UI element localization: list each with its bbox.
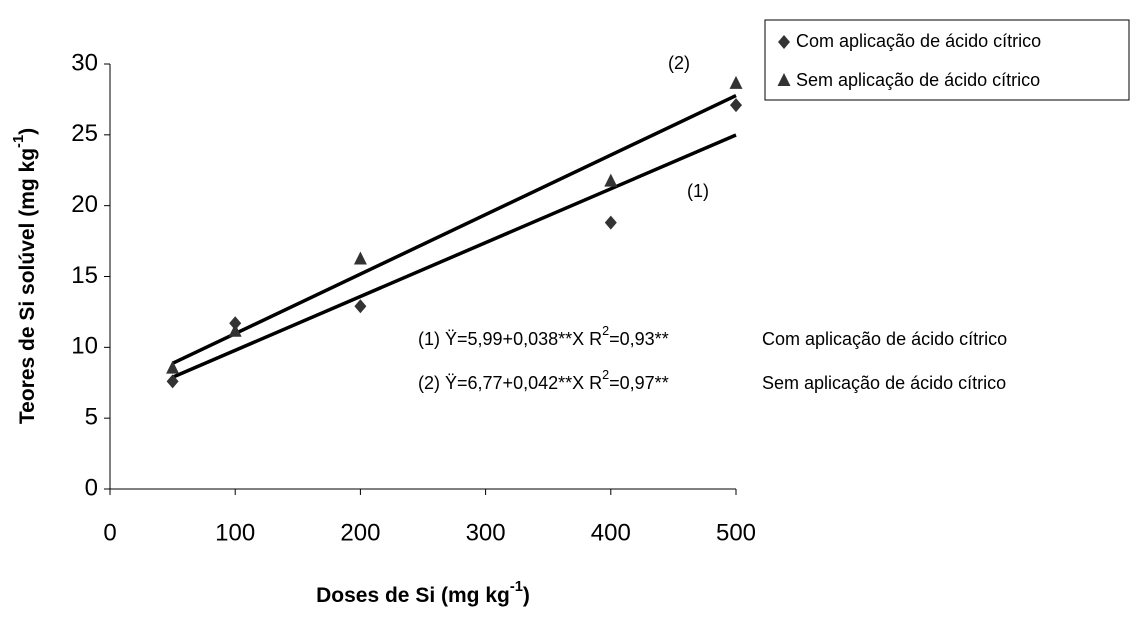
- legend-box: [764, 19, 1130, 101]
- x-axis-title-sup: -1: [510, 579, 523, 595]
- x-axis-title: Doses de Si (mg kg-1): [316, 579, 530, 607]
- trend-line: [171, 94, 737, 365]
- diamond-marker: [604, 215, 617, 230]
- legend-marker: [777, 73, 791, 86]
- x-tick-label: 500: [716, 519, 756, 546]
- y-tick-label: 0: [85, 474, 98, 501]
- y-tick-label: 25: [71, 120, 98, 147]
- y-tick-label: 15: [71, 262, 98, 289]
- equation-text: (1) Ÿ=5,99+0,038**X R: [418, 329, 602, 349]
- x-tick-label: 0: [103, 519, 116, 546]
- diamond-marker: [166, 374, 179, 389]
- diamond-marker: [229, 316, 242, 331]
- equation-text: (2) Ÿ=6,77+0,042**X R: [418, 373, 602, 393]
- trend-label: (1): [687, 181, 709, 201]
- x-tick-label: 200: [340, 519, 380, 546]
- triangle-marker: [353, 251, 367, 265]
- equation-end: =0,97**: [609, 373, 669, 393]
- equation-end: =0,93**: [609, 329, 669, 349]
- y-tick-label: 5: [85, 404, 98, 431]
- equation-description: Sem aplicação de ácido cítrico: [762, 373, 1006, 393]
- y-axis-title-text: Teores de Si solúvel (mg kg: [16, 148, 39, 424]
- triangle-marker: [729, 75, 743, 89]
- triangle-marker: [228, 323, 242, 337]
- legend-label: Sem aplicação de ácido cítrico: [796, 70, 1040, 90]
- triangle-marker: [166, 360, 180, 374]
- legend-label: Com aplicação de ácido cítrico: [796, 31, 1041, 51]
- equation-sup: 2: [602, 324, 609, 338]
- legend-marker: [778, 35, 790, 49]
- y-axis-title-sup: -1: [11, 135, 27, 148]
- triangle-marker: [604, 173, 618, 187]
- equation-description: Com aplicação de ácido cítrico: [762, 329, 1007, 349]
- y-tick-label: 30: [71, 49, 98, 76]
- y-tick-label: 20: [71, 191, 98, 218]
- x-tick-label: 400: [591, 519, 631, 546]
- trend-line: [171, 133, 737, 379]
- trend-label: (2): [668, 53, 690, 73]
- y-axis-title: Teores de Si solúvel (mg kg-1): [11, 128, 39, 424]
- diamond-marker: [730, 98, 742, 113]
- y-axis-title-end: ): [16, 128, 39, 135]
- x-axis-title-text: Doses de Si (mg kg: [316, 584, 510, 607]
- equation-sup: 2: [602, 368, 609, 382]
- equation: (1) Ÿ=5,99+0,038**X R2=0,93**: [418, 324, 669, 348]
- x-tick-label: 300: [466, 519, 506, 546]
- x-axis-title-end: ): [523, 584, 530, 607]
- diamond-marker: [354, 299, 367, 314]
- x-tick-label: 100: [215, 519, 255, 546]
- y-tick-label: 10: [71, 333, 98, 360]
- equation: (2) Ÿ=6,77+0,042**X R2=0,97**: [418, 368, 669, 392]
